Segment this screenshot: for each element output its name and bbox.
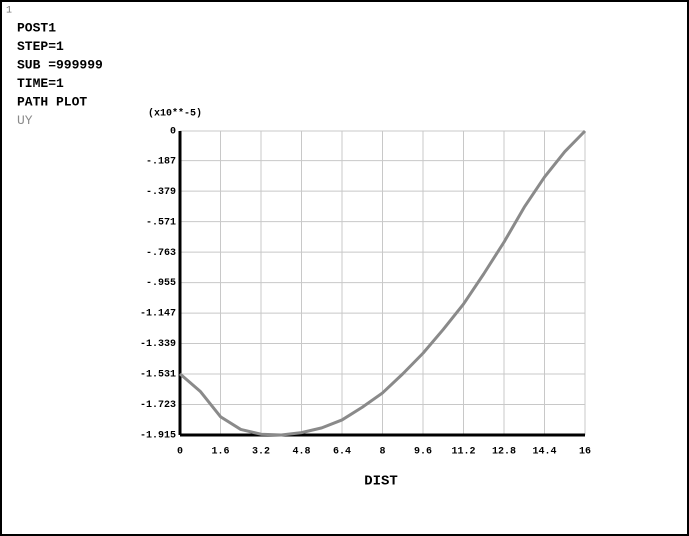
- x-tick-label: 14.4: [532, 447, 556, 458]
- y-tick-label: -1.531: [140, 370, 176, 381]
- y-multiplier: (x10**-5): [148, 108, 202, 120]
- y-tick-label: -.379: [146, 187, 176, 198]
- y-tick-label: -.955: [146, 278, 176, 289]
- y-tick-label: -1.915: [140, 431, 176, 442]
- y-tick-label: 0: [170, 127, 176, 138]
- window-number: 1: [6, 6, 12, 17]
- y-tick-label: -.763: [146, 248, 176, 259]
- y-tick-label: -1.339: [140, 339, 176, 350]
- x-tick-label: 8: [379, 447, 385, 458]
- y-tick-label: -.571: [146, 217, 176, 228]
- header-line: SUB =999999: [17, 57, 103, 72]
- x-tick-label: 1.6: [211, 447, 229, 458]
- legend-entry: UY: [17, 113, 33, 128]
- data-line: [179, 129, 587, 437]
- header-line: PATH PLOT: [17, 94, 87, 109]
- y-tick-label: -1.723: [140, 400, 176, 411]
- y-tick-label: -1.147: [140, 309, 176, 320]
- header-line: TIME=1: [17, 76, 64, 91]
- header-line: POST1: [17, 20, 56, 35]
- x-tick-label: 16: [579, 447, 591, 458]
- x-tick-label: 4.8: [292, 447, 310, 458]
- x-tick-label: 11.2: [451, 447, 475, 458]
- x-tick-label: 0: [177, 447, 183, 458]
- x-axis-label: DIST: [364, 474, 398, 490]
- x-tick-label: 12.8: [492, 447, 516, 458]
- y-tick-label: -.187: [146, 156, 176, 167]
- x-tick-label: 6.4: [333, 447, 351, 458]
- header-line: STEP=1: [17, 39, 64, 54]
- x-tick-label: 3.2: [252, 447, 270, 458]
- x-tick-label: 9.6: [414, 447, 432, 458]
